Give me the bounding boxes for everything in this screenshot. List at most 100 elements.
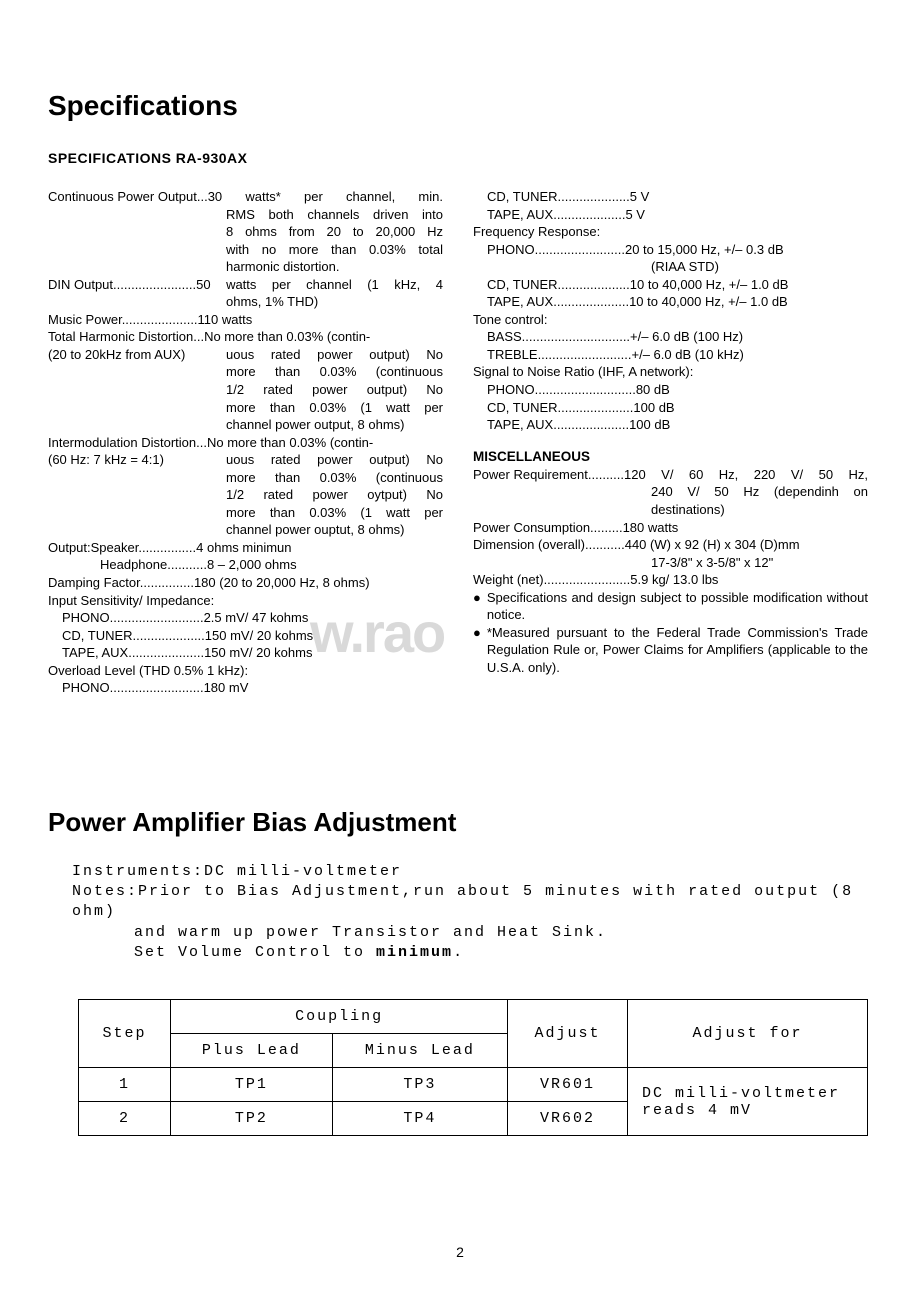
th-adjust: Adjust bbox=[508, 1000, 628, 1068]
spec-overload-phono: PHONO.......................... 180 mV bbox=[48, 679, 443, 697]
td-step: 2 bbox=[79, 1102, 171, 1136]
td-minus: TP4 bbox=[332, 1102, 507, 1136]
left-column: Continuous Power Output... 30 watts* per… bbox=[48, 188, 443, 697]
spec-label: BASS.............................. bbox=[487, 328, 630, 346]
spec-value: 4 ohms minimun bbox=[196, 539, 443, 557]
specifications-heading: Specifications bbox=[48, 90, 872, 122]
spec-continuation: channel power output, 8 ohms) bbox=[226, 416, 443, 434]
bullet-text: *Measured pursuant to the Federal Trade … bbox=[487, 624, 868, 677]
page-content: Specifications SPECIFICATIONS RA-930AX C… bbox=[0, 0, 920, 1136]
spec-label: TAPE, AUX..................... bbox=[487, 416, 629, 434]
spec-weight: Weight (net)........................ 5.9… bbox=[473, 571, 868, 589]
bias-table: Step Coupling Adjust Adjust for Plus Lea… bbox=[78, 999, 868, 1136]
spec-continuation: 8 ohms from 20 to 20,000 Hz bbox=[226, 223, 443, 241]
spec-continuation: 240 V/ 50 Hz (dependinh on bbox=[651, 483, 868, 501]
spec-treble: TREBLE.......................... +/– 6.0… bbox=[473, 346, 868, 364]
spec-value: 100 dB bbox=[633, 399, 868, 417]
spec-label: Power Consumption......... bbox=[473, 519, 623, 537]
th-coupling: Coupling bbox=[171, 1000, 508, 1034]
bias-notes-bold: minimum bbox=[376, 944, 453, 961]
spec-label: Music Power..................... bbox=[48, 311, 198, 329]
spec-value: 80 dB bbox=[636, 381, 868, 399]
spec-value: No more than 0.03% (contin- bbox=[204, 328, 443, 346]
spec-fr-cdtuner: CD, TUNER.................... 10 to 40,0… bbox=[473, 276, 868, 294]
bias-instruments: Instruments:DC milli-voltmeter bbox=[72, 862, 872, 882]
spec-label: TAPE, AUX..................... bbox=[62, 644, 204, 662]
spec-output-speaker: Output:Speaker................ 4 ohms mi… bbox=[48, 539, 443, 557]
spec-bullet: ● *Measured pursuant to the Federal Trad… bbox=[473, 624, 868, 677]
spec-power-cons: Power Consumption......... 180 watts bbox=[473, 519, 868, 537]
spec-label: TAPE, AUX..................... bbox=[487, 293, 629, 311]
spec-overload-heading: Overload Level (THD 0.5% 1 kHz): bbox=[48, 662, 443, 680]
spec-label: PHONO............................ bbox=[487, 381, 636, 399]
spec-value: 10 to 40,000 Hz, +/– 1.0 dB bbox=[629, 293, 868, 311]
spec-value: 150 mV/ 20 kohms bbox=[205, 627, 443, 645]
spec-value: +/– 6.0 dB (100 Hz) bbox=[630, 328, 868, 346]
td-plus: TP1 bbox=[171, 1068, 333, 1102]
spec-continuation: more than 0.03% (1 watt per bbox=[226, 399, 443, 417]
spec-value: 5.9 kg/ 13.0 lbs bbox=[630, 571, 868, 589]
spec-cd-tuner: CD, TUNER.................... 150 mV/ 20… bbox=[48, 627, 443, 645]
spec-sn-phono: PHONO............................ 80 dB bbox=[473, 381, 868, 399]
spec-value: +/– 6.0 dB (10 kHz) bbox=[631, 346, 868, 364]
spec-label: Intermodulation Distortion... bbox=[48, 434, 207, 452]
spec-value: 120 V/ 60 Hz, 220 V/ 50 Hz, bbox=[624, 466, 868, 484]
spec-din-output: DIN Output....................... 50 wat… bbox=[48, 276, 443, 294]
bias-heading: Power Amplifier Bias Adjustment bbox=[48, 807, 872, 838]
spec-sublabel: (20 to 20kHz from AUX) bbox=[48, 346, 226, 364]
spec-columns: Continuous Power Output... 30 watts* per… bbox=[48, 188, 872, 697]
model-heading: SPECIFICATIONS RA-930AX bbox=[48, 150, 872, 166]
spec-label: Total Harmonic Distortion... bbox=[48, 328, 204, 346]
spec-fr-tapeaux: TAPE, AUX..................... 10 to 40,… bbox=[473, 293, 868, 311]
spec-phono: PHONO.......................... 2.5 mV/ … bbox=[48, 609, 443, 627]
spec-freq-resp-heading: Frequency Response: bbox=[473, 223, 868, 241]
spec-input-sens-heading: Input Sensitivity/ Impedance: bbox=[48, 592, 443, 610]
spec-label: CD, TUNER..................... bbox=[487, 399, 633, 417]
spec-value: 110 watts bbox=[198, 311, 443, 329]
spec-value: 5 V bbox=[625, 206, 868, 224]
spec-label: Power Requirement.......... bbox=[473, 466, 624, 484]
spec-bass: BASS.............................. +/– 6… bbox=[473, 328, 868, 346]
td-adjust: VR602 bbox=[508, 1102, 628, 1136]
td-adjust: VR601 bbox=[508, 1068, 628, 1102]
spec-continuation: ohms, 1% THD) bbox=[226, 293, 443, 311]
td-plus: TP2 bbox=[171, 1102, 333, 1136]
spec-continuation: more than 0.03% (continuous bbox=[226, 469, 443, 487]
spec-value: 8 – 2,000 ohms bbox=[207, 556, 443, 574]
spec-label: PHONO.......................... bbox=[62, 609, 204, 627]
spec-continuation: with no more than 0.03% total bbox=[226, 241, 443, 259]
spec-label: TAPE, AUX.................... bbox=[487, 206, 625, 224]
spec-value: 440 (W) x 92 (H) x 304 (D)mm bbox=[625, 536, 868, 554]
spec-tape-aux: TAPE, AUX.................... 5 V bbox=[473, 206, 868, 224]
spec-value: 100 dB bbox=[629, 416, 868, 434]
spec-label: Output:Speaker................ bbox=[48, 539, 196, 557]
spec-value: 20 to 15,000 Hz, +/– 0.3 dB bbox=[625, 241, 868, 259]
spec-value: 5 V bbox=[630, 188, 868, 206]
spec-imd-sub: (60 Hz: 7 kHz = 4:1) uous rated power ou… bbox=[48, 451, 443, 469]
spec-value: uous rated power output) No bbox=[226, 346, 443, 364]
spec-label: Weight (net)........................ bbox=[473, 571, 630, 589]
bullet-icon: ● bbox=[473, 624, 481, 642]
spec-value: 50 watts per channel (1 kHz, 4 bbox=[196, 276, 443, 294]
spec-sn-tapeaux: TAPE, AUX..................... 100 dB bbox=[473, 416, 868, 434]
spec-sublabel: (60 Hz: 7 kHz = 4:1) bbox=[48, 451, 226, 469]
spec-continuation: 17-3/8" x 3-5/8" x 12" bbox=[651, 554, 868, 572]
spec-sn-heading: Signal to Noise Ratio (IHF, A network): bbox=[473, 363, 868, 381]
th-adjust-for: Adjust for bbox=[628, 1000, 868, 1068]
spec-bullet: ● Specifications and design subject to p… bbox=[473, 589, 868, 624]
spec-continuation: RMS both channels driven into bbox=[226, 206, 443, 224]
th-minus-lead: Minus Lead bbox=[332, 1034, 507, 1068]
spec-label: CD, TUNER.................... bbox=[487, 276, 630, 294]
spec-tone-heading: Tone control: bbox=[473, 311, 868, 329]
table-row: 1 TP1 TP3 VR601 DC milli-voltmeter reads… bbox=[79, 1068, 868, 1102]
spec-tape-aux: TAPE, AUX..................... 150 mV/ 2… bbox=[48, 644, 443, 662]
th-plus-lead: Plus Lead bbox=[171, 1034, 333, 1068]
spec-value: 180 watts bbox=[623, 519, 868, 537]
spec-thd: Total Harmonic Distortion... No more tha… bbox=[48, 328, 443, 346]
spec-imd: Intermodulation Distortion... No more th… bbox=[48, 434, 443, 452]
bullet-icon: ● bbox=[473, 589, 481, 607]
bias-notes-line: Notes:Prior to Bias Adjustment,run about… bbox=[72, 882, 872, 923]
spec-headphone: Headphone........... 8 – 2,000 ohms bbox=[48, 556, 443, 574]
spec-label: TREBLE.......................... bbox=[487, 346, 631, 364]
spec-label: Damping Factor............... bbox=[48, 574, 194, 592]
